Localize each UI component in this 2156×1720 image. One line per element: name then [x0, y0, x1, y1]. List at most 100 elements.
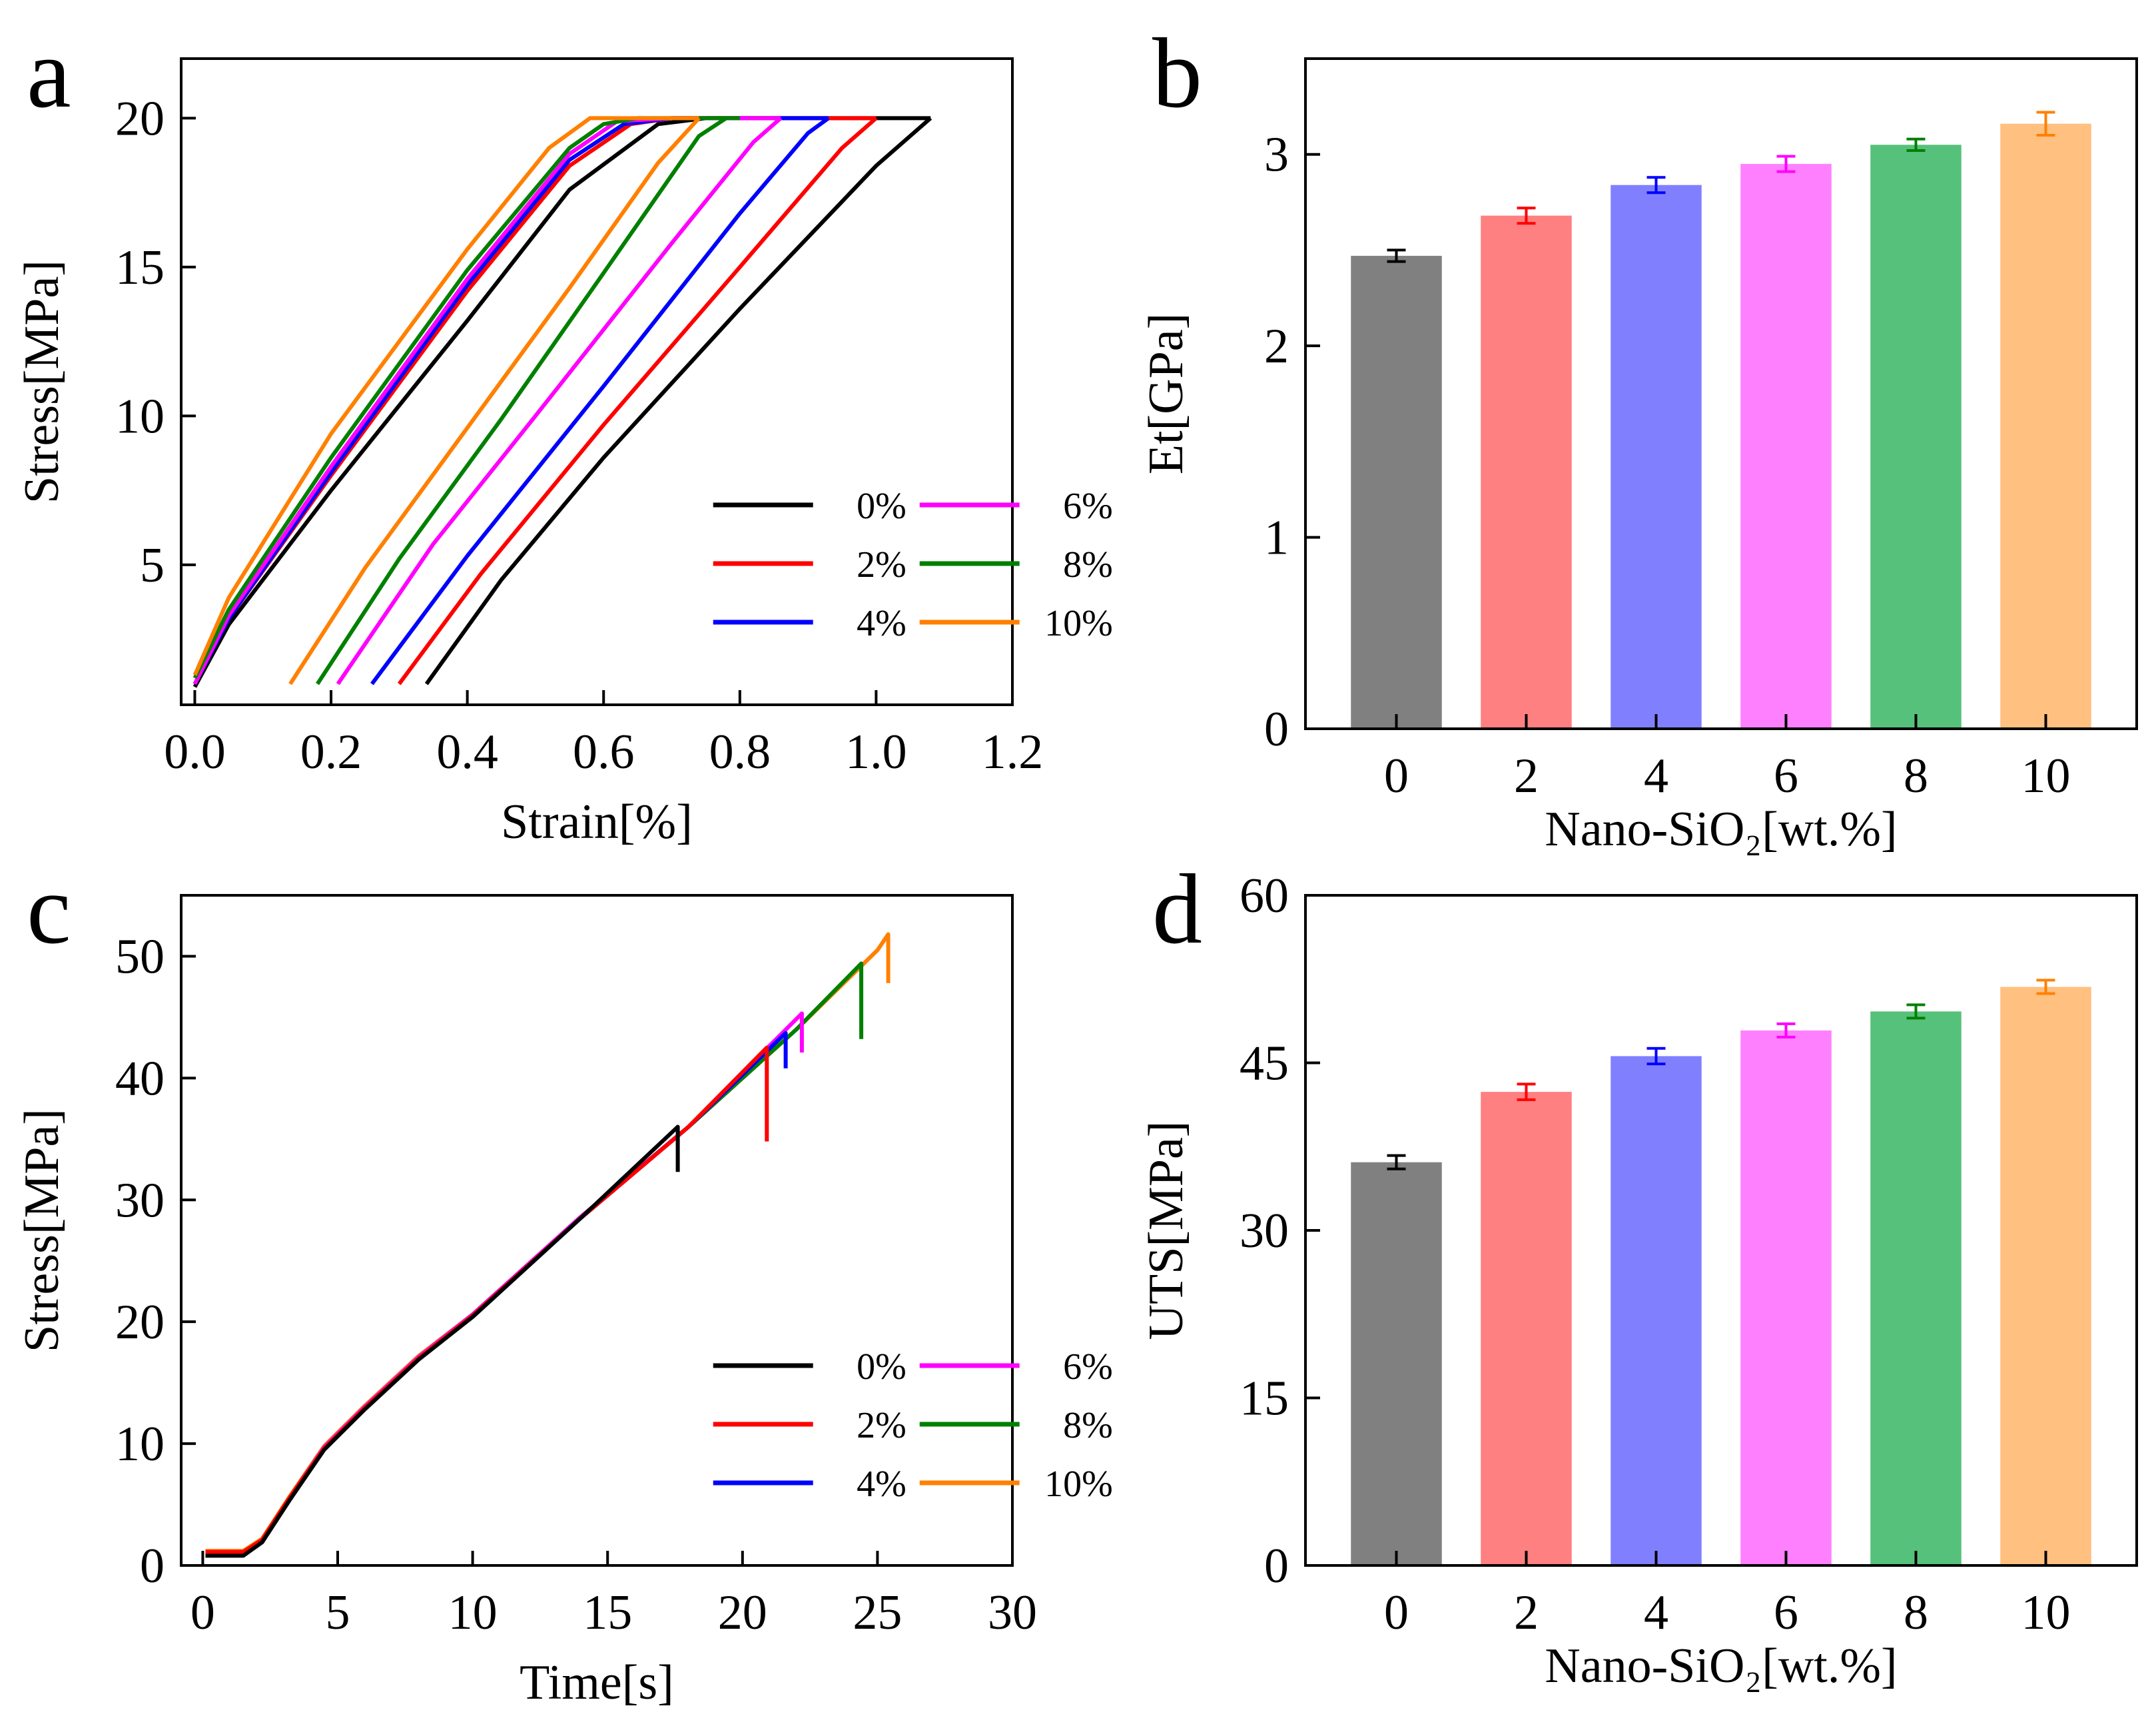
legend-label: 4%: [857, 1464, 906, 1505]
panel-b: 0 2 4 6 8 10 0 1 2 3 Et[GPa] Nano-SiO₂[wt.%] b: [1139, 18, 2138, 857]
x-tick-label: 0: [1384, 1585, 1409, 1640]
bars: [1351, 111, 2091, 729]
y-tick-label: 0: [1264, 702, 1289, 757]
series-line-10%: [192, 116, 699, 676]
y-tick-label: 10: [115, 1417, 165, 1472]
bar: [1481, 1092, 1572, 1565]
bar: [1351, 1162, 1442, 1565]
x-tick-label: 1.2: [982, 725, 1044, 779]
legend: 0% 2% 4% 6% 8% 10%: [713, 1346, 1113, 1505]
panel-a: 0.0 0.2 0.4 0.6 0.8 1.0 1.2 5 10 15 20 0% 2% 4% 6% 8% 10…: [15, 18, 1113, 849]
y-tick-label: 20: [115, 1295, 165, 1350]
series-line-0%: [205, 1124, 680, 1558]
x-axis-label: Strain[%]: [501, 795, 693, 849]
y-tick-label: 2: [1264, 319, 1289, 374]
bar: [1740, 164, 1832, 729]
panel-letter: a: [27, 18, 71, 129]
series-line-6%: [205, 1011, 804, 1554]
legend-label: 8%: [1063, 544, 1113, 586]
y-tick-label: 0: [1264, 1539, 1289, 1593]
panel-letter: c: [27, 854, 71, 965]
x-tick-label: 2: [1514, 749, 1539, 803]
series-lines: [192, 116, 932, 688]
x-tick-label: 0.6: [573, 725, 635, 779]
x-tick-label: 0.0: [164, 725, 226, 779]
x-tick-label: 10: [2021, 1585, 2071, 1640]
x-tick-label: 15: [583, 1585, 632, 1640]
bar: [1740, 1030, 1832, 1565]
bar: [2000, 123, 2091, 729]
y-tick-label: 1: [1264, 511, 1289, 566]
y-tick-label: 15: [115, 240, 165, 295]
bar: [1611, 185, 1702, 729]
y-tick-label: 10: [115, 389, 165, 444]
x-tick-label: 0.8: [709, 725, 771, 779]
x-tick-label: 6: [1774, 1585, 1798, 1640]
series-lines: [205, 932, 891, 1558]
series-line-10%: [288, 117, 701, 685]
x-tick-label: 0: [190, 1585, 215, 1640]
y-tick-label: 40: [115, 1051, 165, 1106]
panel-c: 0 5 10 15 20 25 30 0 10 20 30 40 50 0% 2% 4% 6% 8% 10% Stre…: [15, 854, 1113, 1710]
x-tick-label: 8: [1904, 1585, 1928, 1640]
legend-label: 0%: [857, 486, 906, 527]
legend-label: 4%: [857, 603, 906, 644]
x-tick-label: 4: [1644, 1585, 1668, 1640]
y-tick-label: 20: [115, 91, 165, 146]
bar: [1870, 1011, 1962, 1565]
legend-label: 2%: [857, 544, 906, 586]
x-tick-label: 10: [2021, 749, 2071, 803]
plot-frame: [1304, 57, 2138, 730]
y-tick-label: 50: [115, 929, 165, 984]
series-line-0%: [192, 116, 931, 688]
y-axis-label: Stress[MPa]: [15, 260, 69, 504]
x-axis-label: Nano-SiO₂[wt.%]: [1545, 802, 1897, 857]
x-tick-label: 25: [853, 1585, 902, 1640]
bar: [1481, 215, 1572, 729]
series-line-8%: [316, 116, 728, 685]
series-line-2%: [397, 117, 878, 685]
bar: [1611, 1056, 1702, 1565]
x-tick-label: 6: [1774, 749, 1798, 803]
panel-letter: b: [1152, 18, 1202, 129]
plot-frame: [180, 57, 1014, 706]
x-tick-label: 2: [1514, 1585, 1539, 1640]
y-axis-label: UTS[MPa]: [1139, 1121, 1194, 1340]
x-tick-label: 1.0: [845, 725, 907, 779]
y-tick-label: 30: [115, 1173, 165, 1228]
x-axis-label: Nano-SiO₂[wt.%]: [1545, 1639, 1897, 1693]
series-line-6%: [336, 117, 783, 685]
plot-frame: [1304, 894, 2138, 1567]
x-tick-label: 10: [448, 1585, 498, 1640]
y-tick-label: 60: [1240, 869, 1289, 923]
x-tick-label: 5: [326, 1585, 350, 1640]
x-tick-label: 20: [718, 1585, 767, 1640]
y-axis-label: Stress[MPa]: [15, 1108, 69, 1352]
y-tick-label: 15: [1240, 1372, 1289, 1426]
plot-frame: [180, 894, 1014, 1567]
legend-label: 6%: [1063, 1346, 1113, 1388]
x-tick-label: 8: [1904, 749, 1928, 803]
x-tick-label: 4: [1644, 749, 1668, 803]
bar: [2000, 987, 2091, 1565]
panel-d: 0 2 4 6 8 10 0 15 30 45 60 UTS[MPa] Nano-SiO₂[wt.%] d: [1139, 854, 2138, 1693]
legend-label: 8%: [1063, 1405, 1113, 1446]
y-axis-label: Et[GPa]: [1139, 313, 1194, 475]
y-tick-label: 30: [1240, 1204, 1289, 1258]
y-tick-label: 0: [140, 1539, 165, 1593]
x-tick-label: 0.4: [436, 725, 498, 779]
bars: [1351, 979, 2091, 1565]
panel-letter: d: [1152, 854, 1202, 965]
legend-label: 0%: [857, 1346, 906, 1388]
bar: [1870, 145, 1962, 729]
y-tick-label: 5: [140, 538, 165, 593]
legend-label: 10%: [1044, 603, 1113, 644]
legend: 0% 2% 4% 6% 8% 10%: [713, 486, 1113, 644]
legend-label: 2%: [857, 1405, 906, 1446]
x-tick-label: 0.2: [300, 725, 362, 779]
x-tick-label: 0: [1384, 749, 1409, 803]
legend-label: 10%: [1044, 1464, 1113, 1505]
series-line-0%: [424, 117, 932, 685]
x-tick-label: 30: [988, 1585, 1037, 1640]
